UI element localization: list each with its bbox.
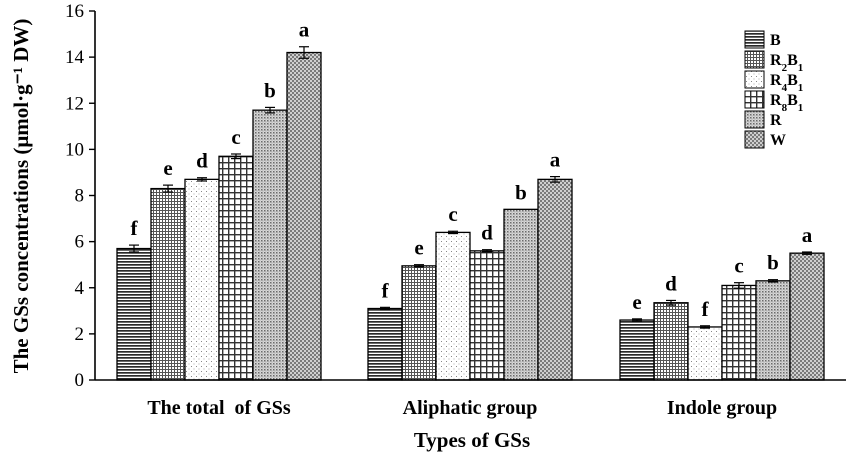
category-label: Aliphatic group <box>403 397 538 419</box>
bar-r4b1-1 <box>184 178 220 381</box>
legend-label-r8b1: R8B1 <box>770 92 803 114</box>
significance-letter: c <box>448 202 457 226</box>
y-tick-label: 0 <box>75 370 85 391</box>
legend-swatch-r8b1 <box>744 90 765 109</box>
significance-letter: d <box>665 271 677 295</box>
bars-layer <box>116 51 825 381</box>
bar-r-2 <box>503 208 539 381</box>
x-axis-title: Types of GSs <box>414 428 530 452</box>
significance-letter: b <box>515 180 527 204</box>
significance-letter: f <box>382 278 390 302</box>
y-tick-label: 8 <box>75 186 85 207</box>
bar-w-2 <box>537 178 573 381</box>
significance-letter: c <box>734 254 743 278</box>
significance-letter: a <box>550 148 561 172</box>
significance-letter: a <box>802 223 813 247</box>
bar-b-2 <box>367 307 403 381</box>
legend-swatch-w <box>744 130 765 149</box>
legend-swatch-b <box>744 30 765 49</box>
y-tick-label: 4 <box>75 278 85 299</box>
y-tick-label: 14 <box>65 47 85 68</box>
bar-w-3 <box>789 252 825 381</box>
significance-letter: a <box>299 18 310 42</box>
legend-swatch-r2b1 <box>744 50 765 69</box>
category-labels: The total of GSs Aliphatic group Indole gr… <box>147 397 777 419</box>
bar-r4b1-2 <box>435 231 471 381</box>
legend-label-r2b1: R2B1 <box>770 52 803 74</box>
bar-r8b1-1 <box>218 155 254 381</box>
y-tick-label: 16 <box>65 1 84 22</box>
bar-b-1 <box>116 247 152 381</box>
category-label: The total of GSs <box>147 397 291 419</box>
category-label: Indole group <box>667 397 777 419</box>
bar-r4b1-3 <box>687 326 723 381</box>
bar-r2b1-2 <box>401 265 437 381</box>
legend-label-w: W <box>770 132 786 149</box>
y-axis-title: The GSs concentrations (μmol·g⁻¹ DW) <box>9 19 33 374</box>
bar-r8b1-3 <box>721 284 757 381</box>
y-tick-label: 10 <box>65 139 84 160</box>
bar-r-1 <box>252 109 288 381</box>
significance-letter: d <box>196 149 208 173</box>
bar-b-3 <box>619 319 655 381</box>
y-tick-label: 2 <box>75 324 85 345</box>
bar-w-1 <box>286 51 322 381</box>
significance-letter: e <box>163 156 172 180</box>
significance-letter: e <box>414 236 423 260</box>
y-axis-ticks: 0 2 4 6 8 10 12 14 16 <box>65 1 95 391</box>
bar-r2b1-1 <box>150 187 186 381</box>
legend-swatch-r <box>744 110 765 129</box>
significance-letter: c <box>231 125 240 149</box>
significance-letter: f <box>702 297 710 321</box>
bar-r-3 <box>755 280 791 381</box>
y-tick-label: 6 <box>75 232 85 253</box>
bar-r2b1-3 <box>653 302 689 381</box>
significance-letter: b <box>767 251 779 275</box>
bar-r8b1-2 <box>469 250 505 381</box>
significance-letter: e <box>632 290 641 314</box>
error-bars-layer <box>129 46 812 329</box>
legend-label-b: B <box>770 32 781 49</box>
significance-letter: d <box>481 221 493 245</box>
significance-letter: f <box>131 216 139 240</box>
legend-swatch-r4b1 <box>744 70 765 89</box>
legend-label-r: R <box>770 112 782 129</box>
y-tick-label: 12 <box>65 93 84 114</box>
significance-letter: b <box>264 78 276 102</box>
legend-label-r4b1: R4B1 <box>770 72 803 94</box>
